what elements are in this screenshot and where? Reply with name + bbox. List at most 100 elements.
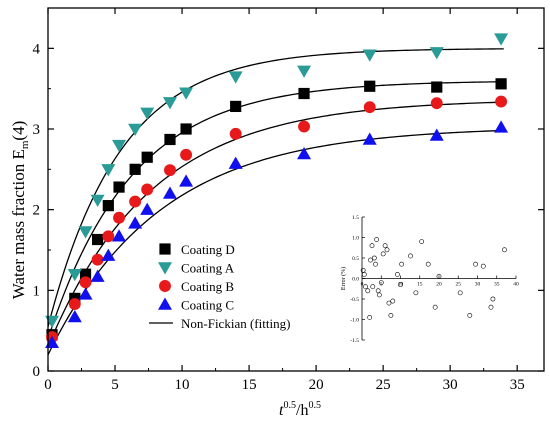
data-point xyxy=(362,49,377,62)
inset-y-tick-label: -0.5 xyxy=(350,297,359,303)
inset-y-tick-label: -1.5 xyxy=(350,338,359,344)
inset-y-tick-label: 1.0 xyxy=(352,236,359,242)
x-axis-label-sup1: 0.5 xyxy=(284,400,297,411)
data-point xyxy=(101,164,116,177)
data-point xyxy=(364,80,376,92)
plot-frame xyxy=(47,7,545,372)
data-point xyxy=(67,268,82,282)
inset-point xyxy=(490,296,496,302)
inset-x-tick-label: 25 xyxy=(456,282,462,288)
data-point xyxy=(430,97,443,110)
y-axis-label: Water mass fraction Em(4) xyxy=(9,121,31,300)
inset-point xyxy=(363,284,368,290)
x-axis-label-sup2: 0.5 xyxy=(308,400,321,411)
data-point xyxy=(363,101,376,114)
y-axis-label-main: Water mass fraction E xyxy=(9,149,28,299)
data-point xyxy=(67,309,82,323)
inset-point xyxy=(378,280,384,285)
data-point xyxy=(90,194,105,207)
legend-marker xyxy=(158,297,172,310)
inset-x-tick-label: 20 xyxy=(436,282,442,288)
inset-point xyxy=(368,257,373,263)
data-point xyxy=(229,127,242,140)
inset-y-tick-label: -1.0 xyxy=(350,318,359,324)
data-point xyxy=(180,148,193,161)
data-point xyxy=(431,81,443,93)
inset-point xyxy=(395,271,400,277)
x-tick-label: 30 xyxy=(443,377,458,393)
y-axis-label-suffix: (4) xyxy=(9,121,28,141)
inset-x-tick-label: 35 xyxy=(494,282,500,288)
data-point xyxy=(140,202,155,215)
error-inset: -1.5-1.0-0.50.00.51.01.50 5 10 15 20 25 30 35 40… xyxy=(340,215,519,344)
data-point xyxy=(79,268,92,280)
inset-point xyxy=(473,261,478,267)
legend-fit-label: Non-Fickian (fitting) xyxy=(181,316,290,331)
data-point xyxy=(495,95,508,108)
inset-point xyxy=(390,298,396,304)
inset-point xyxy=(370,284,376,290)
inset-point xyxy=(361,271,367,277)
fit-curve xyxy=(47,48,504,327)
data-point xyxy=(429,47,444,60)
legend-label: Coating D xyxy=(181,242,235,257)
inset-point xyxy=(367,315,373,320)
inset-point xyxy=(436,274,442,279)
inset-point xyxy=(376,292,382,298)
data-point xyxy=(140,107,155,120)
data-point xyxy=(298,120,310,133)
x-tick-label: 25 xyxy=(376,377,391,393)
inset-point xyxy=(373,261,378,267)
y-tick-label: 0 xyxy=(33,364,41,380)
data-point xyxy=(90,269,105,282)
data-point xyxy=(164,133,176,146)
data-point xyxy=(68,298,81,310)
data-point xyxy=(129,163,141,175)
data-point xyxy=(494,33,509,46)
fit-curves xyxy=(47,48,504,356)
data-point xyxy=(112,229,127,242)
data-point xyxy=(230,100,242,113)
data-point xyxy=(164,164,176,177)
legend-label: Coating B xyxy=(181,279,234,294)
inset-y-tick-label: 0.0 xyxy=(352,277,359,283)
fit-curve xyxy=(47,129,504,356)
data-point xyxy=(128,216,143,229)
data-point xyxy=(297,65,312,78)
data-point xyxy=(180,123,192,135)
x-axis-label-unit: /h xyxy=(296,402,308,419)
y-tick-label: 3 xyxy=(33,122,41,138)
inset-point xyxy=(399,261,405,267)
data-point xyxy=(102,200,114,212)
data-point xyxy=(362,132,377,145)
data-point xyxy=(102,230,115,243)
legend-marker xyxy=(159,243,171,255)
data-point xyxy=(179,87,194,100)
data-point xyxy=(179,174,194,187)
inset-y-label: Error (%) xyxy=(340,267,347,290)
data-point xyxy=(494,120,509,133)
data-point xyxy=(298,87,310,100)
y-tick-label: 1 xyxy=(33,283,41,299)
inset-point xyxy=(488,304,494,310)
x-axis-label: t0.5/h0.5 xyxy=(279,400,321,419)
x-tick-label: 15 xyxy=(242,377,257,393)
inset-x-tick-label: 30 xyxy=(475,282,481,288)
inset-point xyxy=(371,255,377,261)
inset-point xyxy=(380,251,386,257)
data-point xyxy=(297,147,312,160)
legend-marker xyxy=(159,280,171,292)
data-point xyxy=(429,128,444,141)
data-point xyxy=(162,97,177,110)
inset-y-tick-label: 0.5 xyxy=(352,256,359,262)
x-axis-label-main: t xyxy=(279,402,284,419)
x-tick-label: 20 xyxy=(309,377,324,393)
inset-point xyxy=(502,247,507,253)
inset-point xyxy=(398,282,403,288)
data-point xyxy=(91,253,104,266)
y-tick-label: 2 xyxy=(33,203,41,219)
inset-point xyxy=(374,237,380,242)
x-tick-label: 10 xyxy=(175,377,190,393)
inset-point xyxy=(365,288,371,294)
